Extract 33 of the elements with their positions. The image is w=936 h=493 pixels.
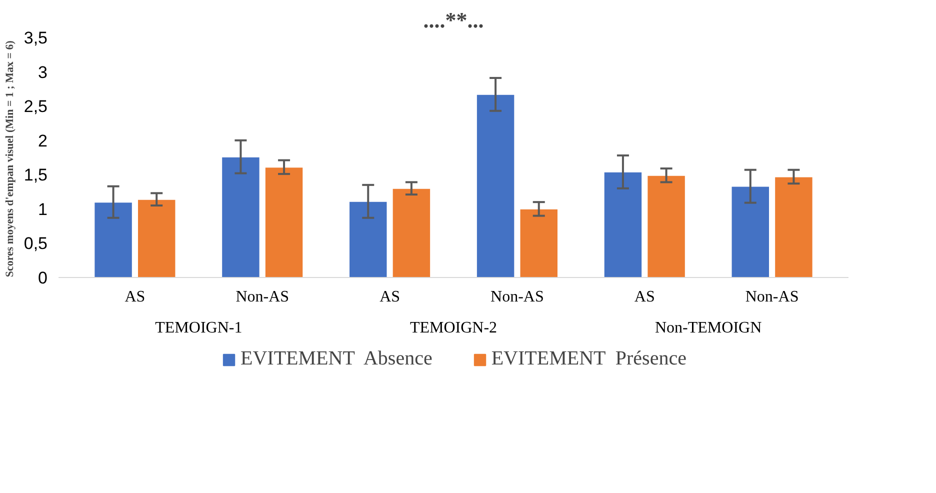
chart-title: ....**... <box>423 8 484 32</box>
text: TEMOIGN-2 <box>410 320 498 336</box>
y-tick-label: 1 <box>38 200 48 219</box>
bar <box>221 156 260 278</box>
bar <box>94 202 133 278</box>
legend-label: EVITEMENT Absence <box>240 348 432 370</box>
bar <box>730 186 770 278</box>
y-tick-label: 3,5 <box>24 28 48 48</box>
bar <box>476 94 516 278</box>
bar <box>603 171 643 278</box>
y-tick-label: 0 <box>38 268 48 288</box>
y-tick-label: 1,5 <box>24 166 48 185</box>
bar <box>774 176 814 278</box>
bar <box>392 188 432 278</box>
bar <box>646 174 686 278</box>
text: Non-TEMOIGN <box>655 320 762 336</box>
x-tick-label: Non-AS <box>236 288 290 306</box>
bar <box>348 200 388 278</box>
y-tick-label: 3 <box>38 62 48 82</box>
x-tick-label: AS <box>124 288 146 306</box>
x-tick-label: AS <box>634 288 655 306</box>
x-tick-label: Non-AS <box>745 288 799 306</box>
bar <box>137 198 176 278</box>
y-tick-label: 2,5 <box>24 97 48 116</box>
legend-label: EVITEMENT Présence <box>491 348 686 370</box>
x-tick-label: AS <box>380 288 400 306</box>
y-tick-label: 2 <box>38 131 48 150</box>
y-tick-label: 0,5 <box>24 234 48 254</box>
x-tick-label: Non-AS <box>490 288 544 306</box>
y-axis-title: Scores moyens d'empan visuel (Min = 1 ; Max = 6) <box>4 40 16 278</box>
bar <box>264 166 304 278</box>
text: TEMOIGN-1 <box>155 320 242 336</box>
bar <box>519 208 558 278</box>
